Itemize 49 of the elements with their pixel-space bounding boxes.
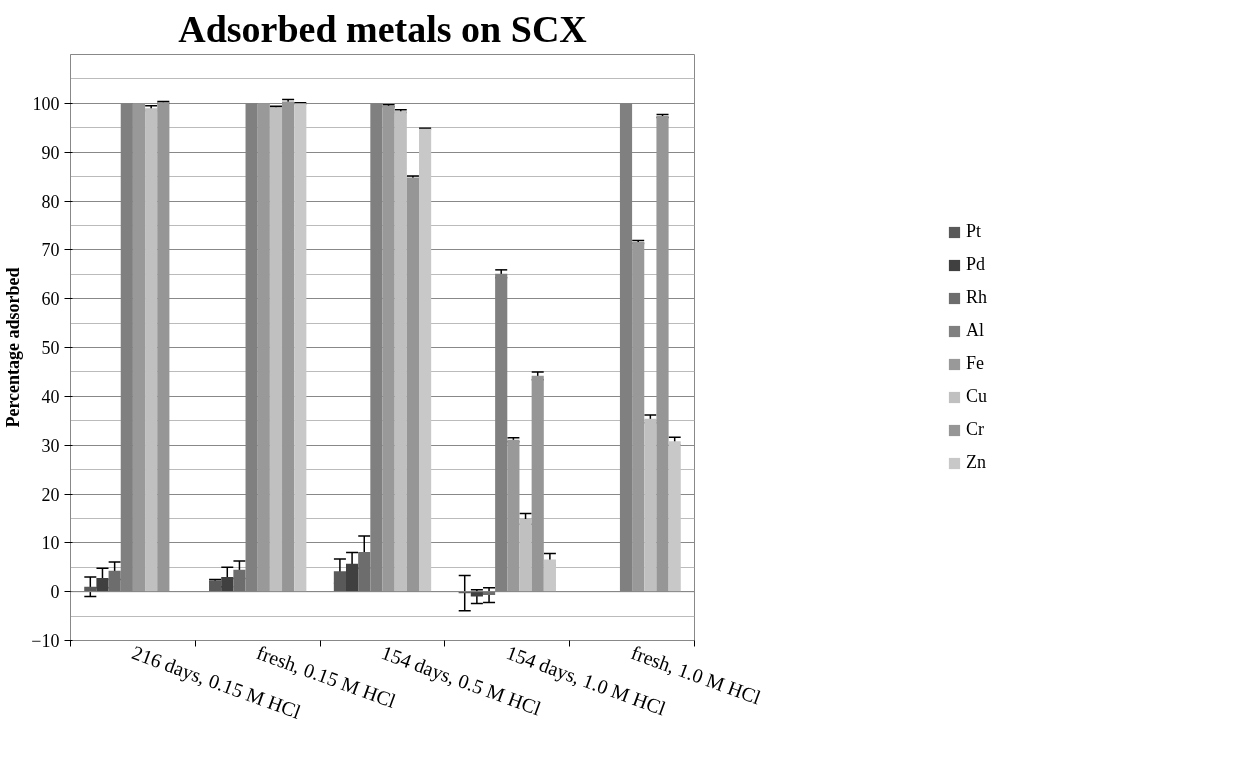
bar: [145, 108, 158, 592]
bar: [543, 559, 556, 592]
legend-label: Al: [965, 320, 985, 341]
bar: [358, 552, 371, 592]
legend-label: Cr: [965, 419, 985, 440]
bar: [108, 570, 121, 592]
bar: [419, 128, 432, 592]
bar: [257, 103, 270, 592]
bar: [519, 518, 532, 592]
y-tick-label: 40: [41, 386, 60, 407]
y-tick-label: 10: [41, 533, 60, 554]
bar: [269, 107, 283, 592]
legend-label: Pt: [965, 221, 982, 242]
legend-label: Fe: [965, 353, 985, 374]
y-tick-label: 50: [41, 338, 60, 358]
bar: [132, 103, 146, 592]
bar: [346, 563, 359, 592]
bar: [221, 577, 234, 592]
bar: [382, 105, 395, 592]
y-tick-label: 80: [41, 191, 60, 212]
bar: [209, 580, 222, 592]
bar: [632, 242, 645, 592]
bar: [282, 101, 295, 592]
bar: [157, 102, 170, 592]
chart-title: Adsorbed metals on SCX: [178, 7, 587, 50]
bar: [394, 111, 407, 592]
legend-label: Cu: [965, 386, 988, 407]
bar: [644, 418, 657, 592]
y-tick-label: 60: [41, 289, 60, 310]
legend-label: Pd: [965, 254, 986, 275]
bar: [531, 375, 544, 592]
y-tick-label: 100: [32, 93, 60, 114]
bar: [668, 441, 681, 592]
y-tick-label: −10: [31, 631, 60, 651]
legend-label: Rh: [965, 287, 988, 308]
bar: [507, 439, 520, 592]
bar: [294, 103, 307, 592]
bar: [96, 577, 109, 592]
legend-label: Zn: [965, 452, 986, 473]
y-tick-label: 20: [41, 484, 60, 505]
y-tick-label: 30: [41, 435, 60, 456]
bar: [333, 571, 346, 592]
bar: [406, 177, 419, 592]
y-tick-label: 0: [50, 582, 60, 603]
bar: [656, 116, 669, 592]
bar: [233, 569, 246, 592]
y-tick-label: 70: [41, 240, 60, 261]
y-tick-label: 90: [41, 142, 60, 163]
y-axis-title: Percentage adsorbed: [3, 267, 24, 428]
